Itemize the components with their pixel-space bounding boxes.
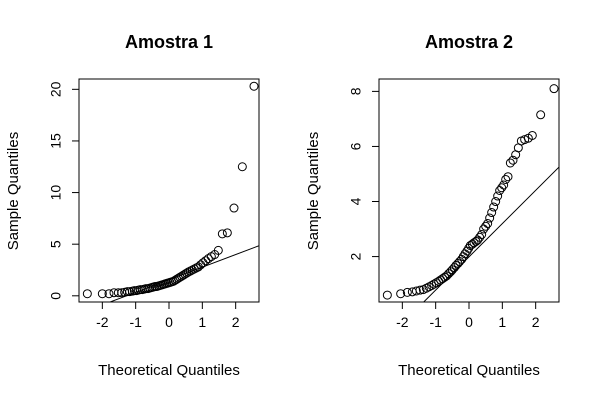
y-tick-label: 6: [348, 142, 364, 150]
x-axis-label: Theoretical Quantiles: [398, 362, 540, 379]
y-tick-label: 0: [48, 292, 64, 300]
data-point: [113, 288, 123, 298]
y-axis: 2 4 6 8: [348, 87, 379, 260]
data-point: [536, 110, 546, 120]
chart-title: Amostra 2: [425, 32, 513, 52]
data-point: [431, 278, 441, 288]
y-tick-label: 4: [348, 197, 364, 205]
data-point: [217, 229, 227, 239]
data-point: [411, 286, 421, 296]
data-point: [427, 280, 437, 290]
data-point: [503, 172, 513, 182]
y-tick-label: 15: [48, 133, 64, 149]
x-tick-label: -1: [129, 314, 142, 330]
data-point: [122, 287, 132, 297]
data-point: [382, 290, 392, 300]
data-point: [549, 84, 559, 94]
plot-area: [82, 81, 259, 302]
data-point: [402, 287, 412, 297]
plot-panel-amostra-1: Amostra 1 Theoretical Quantiles Sample Q…: [5, 32, 260, 379]
data-point: [485, 213, 495, 223]
data-point: [505, 158, 515, 168]
x-tick-label: 1: [198, 314, 206, 330]
data-point: [213, 245, 223, 255]
y-tick-label: 20: [48, 81, 64, 97]
data-point: [483, 219, 493, 229]
data-point: [201, 256, 211, 266]
data-point: [97, 289, 107, 299]
data-point: [477, 230, 487, 240]
plot-frame: [78, 78, 260, 303]
y-tick-label: 10: [48, 185, 64, 201]
data-point: [104, 289, 114, 299]
data-point: [82, 289, 92, 299]
x-tick-label: 0: [165, 314, 173, 330]
x-tick-label: 2: [532, 314, 540, 330]
plot-panel-amostra-2: Amostra 2 Theoretical Quantiles Sample Q…: [305, 32, 560, 379]
data-point: [520, 135, 530, 145]
data-point: [237, 162, 247, 172]
data-point: [481, 221, 491, 231]
data-point: [508, 155, 518, 165]
x-tick-label: -2: [96, 314, 109, 330]
x-axis: -2 -1 0 1 2: [96, 302, 240, 330]
y-tick-label: 5: [48, 240, 64, 248]
x-tick-label: -1: [429, 314, 442, 330]
x-tick-label: -2: [396, 314, 409, 330]
data-point: [527, 130, 537, 140]
y-axis-label: Sample Quantiles: [5, 132, 22, 250]
data-point: [229, 203, 239, 213]
data-point: [429, 279, 439, 289]
plot-area: [382, 84, 559, 302]
data-point: [491, 197, 501, 207]
data-point: [198, 258, 208, 268]
data-point: [499, 180, 509, 190]
x-tick-label: 1: [498, 314, 506, 330]
y-tick-label: 2: [348, 252, 364, 260]
data-point: [493, 191, 503, 201]
x-axis: -2 -1 0 1 2: [396, 302, 540, 330]
plot-frame: [378, 78, 560, 303]
x-tick-label: 2: [232, 314, 240, 330]
data-point: [487, 208, 497, 218]
data-point: [489, 202, 499, 212]
data-point: [479, 224, 489, 234]
chart-title: Amostra 1: [125, 32, 213, 52]
data-point: [203, 254, 213, 264]
data-point: [222, 228, 232, 238]
data-point: [501, 174, 511, 184]
data-point: [475, 232, 485, 242]
y-axis-label: Sample Quantiles: [305, 132, 322, 250]
data-point: [415, 285, 425, 295]
data-point: [396, 289, 406, 299]
data-point: [249, 81, 259, 91]
data-point: [495, 186, 505, 195]
y-axis: 0 5 10 15 20: [48, 81, 79, 300]
x-axis-label: Theoretical Quantiles: [98, 362, 240, 379]
x-tick-label: 0: [465, 314, 473, 330]
data-point: [497, 183, 507, 193]
y-tick-label: 8: [348, 87, 364, 95]
